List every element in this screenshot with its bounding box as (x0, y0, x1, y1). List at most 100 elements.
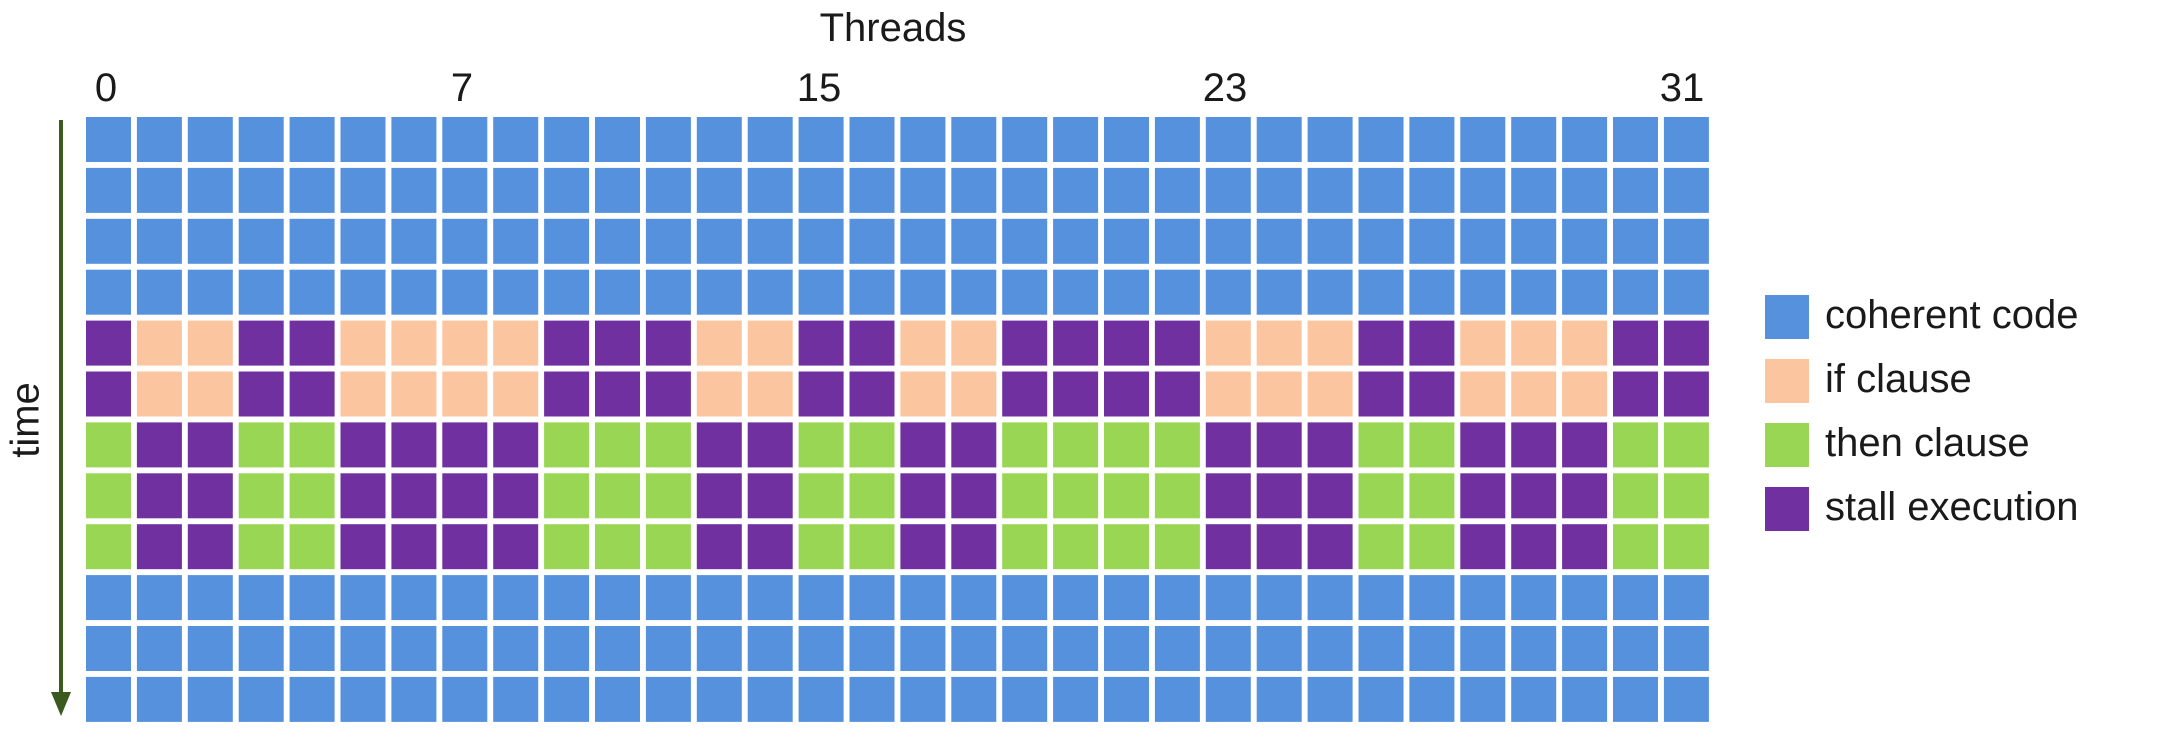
cell-coherent-r1-t17 (951, 167, 997, 213)
cell-coherent-r9-t14 (798, 575, 844, 621)
cell-stall-r4-t0 (86, 320, 131, 366)
cell-stall-r5-t3 (238, 371, 284, 417)
tick-label-31: 31 (1659, 66, 1705, 110)
cell-if-r4-t28 (1511, 320, 1557, 366)
cell-coherent-r1-t12 (696, 167, 742, 213)
cell-if-r4-t24 (1307, 320, 1353, 366)
cell-coherent-r11-t12 (696, 676, 742, 722)
cell-coherent-r3-t12 (696, 269, 742, 315)
cell-then-r6-t11 (645, 422, 691, 468)
cell-coherent-r9-t15 (849, 575, 895, 621)
cell-then-r7-t19 (1053, 473, 1099, 519)
cell-coherent-r10-t9 (544, 626, 590, 671)
cell-coherent-r0-t2 (187, 117, 233, 162)
cell-coherent-r0-t18 (1002, 117, 1048, 162)
cell-if-r4-t29 (1562, 320, 1608, 366)
cell-then-r7-t18 (1002, 473, 1048, 519)
cell-if-r4-t6 (391, 320, 437, 366)
cell-stall-r7-t28 (1511, 473, 1557, 519)
cell-then-r7-t15 (849, 473, 895, 519)
cell-coherent-r0-t4 (289, 117, 335, 162)
cell-coherent-r2-t15 (849, 218, 895, 264)
cell-coherent-r0-t22 (1205, 117, 1251, 162)
cell-coherent-r2-t23 (1256, 218, 1302, 264)
cell-coherent-r11-t31 (1663, 676, 1709, 722)
cell-coherent-r10-t7 (442, 626, 488, 671)
cell-if-r5-t17 (951, 371, 997, 417)
cell-coherent-r9-t22 (1205, 575, 1251, 621)
cell-coherent-r2-t25 (1358, 218, 1404, 264)
cell-then-r6-t4 (289, 422, 335, 468)
cell-coherent-r0-t27 (1460, 117, 1506, 162)
cell-then-r6-t25 (1358, 422, 1404, 468)
cell-stall-r4-t11 (645, 320, 691, 366)
cell-then-r6-t21 (1154, 422, 1200, 468)
cell-stall-r4-t9 (544, 320, 590, 366)
cell-coherent-r3-t24 (1307, 269, 1353, 315)
time-arrow-head (51, 692, 71, 716)
cell-coherent-r10-t29 (1562, 626, 1608, 671)
cell-coherent-r3-t7 (442, 269, 488, 315)
cell-coherent-r3-t28 (1511, 269, 1557, 315)
cell-coherent-r10-t19 (1053, 626, 1099, 671)
cell-coherent-r2-t13 (747, 218, 793, 264)
cell-coherent-r1-t8 (493, 167, 539, 213)
cell-if-r5-t2 (187, 371, 233, 417)
cell-then-r7-t30 (1613, 473, 1658, 519)
cell-coherent-r3-t22 (1205, 269, 1251, 315)
cell-coherent-r1-t13 (747, 167, 793, 213)
cell-coherent-r0-t24 (1307, 117, 1353, 162)
cell-coherent-r9-t28 (1511, 575, 1557, 621)
cell-coherent-r0-t3 (238, 117, 284, 162)
cell-if-r4-t27 (1460, 320, 1506, 366)
cell-if-r5-t7 (442, 371, 488, 417)
cell-coherent-r1-t30 (1613, 167, 1658, 213)
legend-swatch-if (1765, 359, 1809, 403)
cell-coherent-r1-t6 (391, 167, 437, 213)
cell-stall-r8-t22 (1205, 524, 1251, 570)
cell-coherent-r0-t10 (595, 117, 640, 162)
cell-coherent-r0-t31 (1663, 117, 1709, 162)
cell-coherent-r3-t5 (340, 269, 386, 315)
cell-if-r5-t27 (1460, 371, 1506, 417)
cell-coherent-r1-t23 (1256, 167, 1302, 213)
cell-stall-r4-t30 (1613, 320, 1658, 366)
cell-stall-r7-t27 (1460, 473, 1506, 519)
cell-stall-r8-t2 (187, 524, 233, 570)
cell-coherent-r2-t14 (798, 218, 844, 264)
cell-stall-r7-t16 (900, 473, 946, 519)
cell-coherent-r0-t23 (1256, 117, 1302, 162)
cell-coherent-r10-t14 (798, 626, 844, 671)
cell-stall-r5-t18 (1002, 371, 1048, 417)
cell-then-r7-t10 (595, 473, 640, 519)
cell-coherent-r1-t10 (595, 167, 640, 213)
cell-stall-r7-t5 (340, 473, 386, 519)
cell-coherent-r0-t1 (136, 117, 182, 162)
cell-coherent-r0-t25 (1358, 117, 1404, 162)
cell-then-r7-t4 (289, 473, 335, 519)
cell-coherent-r10-t16 (900, 626, 946, 671)
thread-cell-grid (86, 117, 1709, 722)
cell-if-r5-t5 (340, 371, 386, 417)
cell-stall-r7-t6 (391, 473, 437, 519)
cell-coherent-r0-t9 (544, 117, 590, 162)
cell-coherent-r3-t21 (1154, 269, 1200, 315)
cell-coherent-r0-t14 (798, 117, 844, 162)
cell-coherent-r10-t25 (1358, 626, 1404, 671)
cell-coherent-r3-t8 (493, 269, 539, 315)
cell-coherent-r11-t26 (1409, 676, 1455, 722)
cell-coherent-r2-t24 (1307, 218, 1353, 264)
cell-then-r8-t11 (645, 524, 691, 570)
cell-coherent-r11-t10 (595, 676, 640, 722)
cell-coherent-r2-t6 (391, 218, 437, 264)
cell-stall-r8-t6 (391, 524, 437, 570)
cell-coherent-r10-t3 (238, 626, 284, 671)
cell-stall-r6-t1 (136, 422, 182, 468)
cell-coherent-r3-t19 (1053, 269, 1099, 315)
cell-stall-r6-t16 (900, 422, 946, 468)
cell-stall-r8-t1 (136, 524, 182, 570)
cell-coherent-r10-t10 (595, 626, 640, 671)
cell-coherent-r2-t16 (900, 218, 946, 264)
cell-then-r7-t31 (1663, 473, 1709, 519)
cell-coherent-r9-t18 (1002, 575, 1048, 621)
